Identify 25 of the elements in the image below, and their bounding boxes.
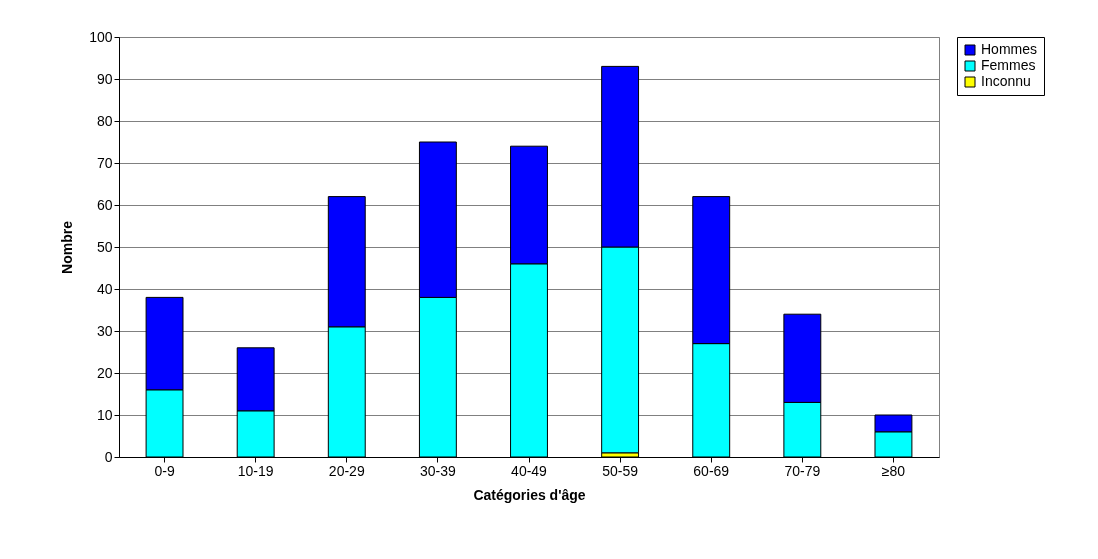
x-tick-label: 60-69: [693, 462, 730, 479]
x-tick-label: ≥80: [881, 462, 906, 479]
y-tick-label: 70: [96, 154, 113, 171]
x-tick-label: 40-49: [511, 462, 548, 479]
y-tick-label: 60: [96, 196, 113, 213]
x-tick-label: 50-59: [602, 462, 639, 479]
y-tick-label: 20: [96, 364, 113, 381]
y-tick-label: 0: [104, 448, 113, 465]
x-axis-title: Catégories d'âge: [473, 486, 586, 503]
y-tick-label: 100: [89, 28, 113, 45]
y-tick-label: 10: [96, 406, 113, 423]
y-tick-label: 30: [96, 322, 113, 339]
y-tick-label: 90: [96, 70, 113, 87]
legend-label: Femmes: [981, 57, 1036, 73]
y-axis-title: Nombre: [59, 220, 76, 274]
x-tick-label: 0-9: [154, 462, 175, 479]
x-tick-label: 20-29: [328, 462, 365, 479]
legend-label: Inconnu: [981, 73, 1031, 89]
y-tick-label: 80: [96, 112, 113, 129]
x-tick-label: 10-19: [237, 462, 274, 479]
y-tick-label: 50: [96, 238, 113, 255]
legend-label: Hommes: [981, 41, 1038, 57]
y-tick-label: 40: [96, 280, 113, 297]
x-tick-label: 30-39: [419, 462, 456, 479]
x-tick-label: 70-79: [784, 462, 821, 479]
